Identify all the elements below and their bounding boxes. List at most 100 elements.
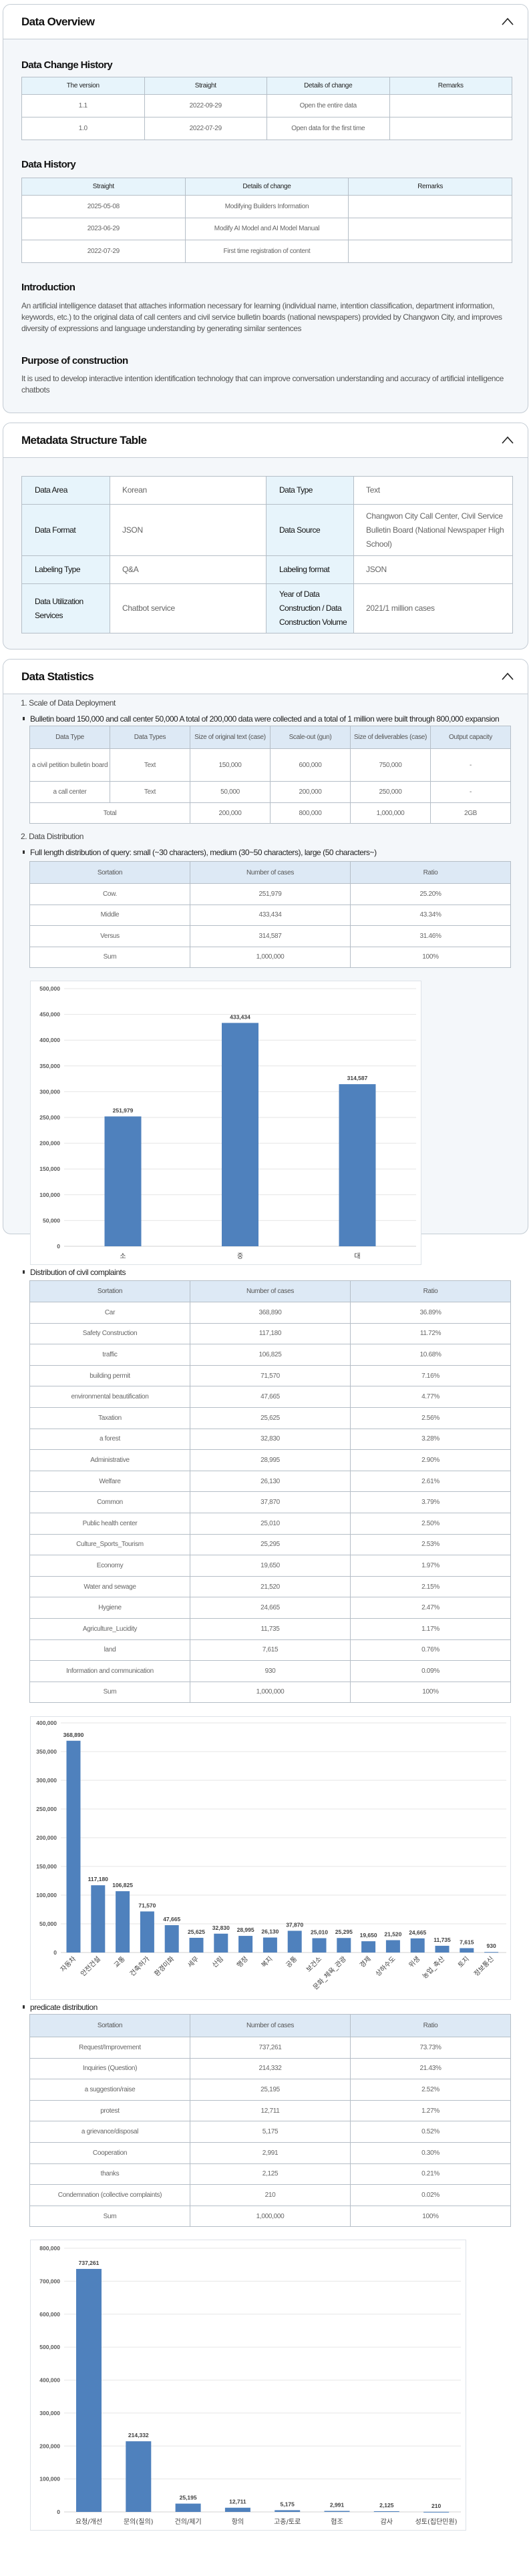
- data-label: 314,587: [347, 1075, 368, 1081]
- column-header: Data Types: [110, 726, 190, 749]
- table-cell: protest: [29, 2099, 190, 2122]
- column-header: Size of deliverables (case): [350, 726, 431, 749]
- table-cell: a suggestion/raise: [29, 2079, 190, 2101]
- y-tick-label: 250,000: [36, 1806, 57, 1812]
- chevron-up-icon[interactable]: [500, 14, 516, 30]
- data-history-heading: Data History: [21, 159, 76, 170]
- x-tick-label: 경제: [358, 1955, 373, 1969]
- scale-table: Data Type Data Types Size of original text…: [29, 726, 511, 824]
- table-cell: Public health center: [29, 1512, 190, 1535]
- table-cell: First time registration of content: [184, 240, 349, 263]
- data-label: 25,195: [180, 2495, 197, 2501]
- table-cell: 0.21%: [350, 2163, 511, 2185]
- table-cell: Common: [29, 1491, 190, 1513]
- table-cell: 24,665: [190, 1597, 351, 1619]
- bar: [116, 1891, 130, 1953]
- bar: [435, 1945, 450, 1953]
- table-row: a call center Text 50,000 200,000 250,000-: [29, 781, 511, 803]
- table-cell: 10.68%: [350, 1344, 511, 1366]
- bar: [373, 2511, 399, 2512]
- bar: [238, 1936, 253, 1953]
- metadata-header[interactable]: Metadata Structure Table: [3, 423, 528, 458]
- table-cell: 0.09%: [350, 1660, 511, 1682]
- data-label: 26,130: [261, 1928, 279, 1935]
- table-row: traffic 106,825 10.68%: [29, 1344, 511, 1366]
- table-row: Administrative 28,995 2.90%: [29, 1449, 511, 1471]
- table-cell: Versus: [29, 925, 190, 947]
- table-cell: building permit: [29, 1364, 190, 1387]
- x-tick-label: 건의/제기: [175, 2518, 202, 2526]
- table-cell: Text: [110, 748, 190, 782]
- bar: [385, 1940, 400, 1953]
- table-cell: 1.0: [21, 117, 145, 140]
- purpose-text: It is used to develop interactive intent…: [21, 374, 504, 395]
- metadata-key: Data Type: [266, 476, 354, 505]
- data-overview-header[interactable]: Data Overview: [3, 5, 528, 39]
- table-row: Hygiene 24,665 2.47%: [29, 1597, 511, 1619]
- total-row: Total 200,000 800,000 1,000,000 2GB: [29, 802, 511, 824]
- x-tick-label: 문의(질의): [124, 2518, 154, 2526]
- data-label: 214,332: [128, 2432, 149, 2438]
- statistics-header[interactable]: Data Statistics: [3, 660, 528, 694]
- table-cell: 100%: [350, 1681, 511, 1704]
- table-cell: 750,000: [350, 748, 431, 782]
- table-cell: 25,295: [190, 1533, 351, 1556]
- table-row: building permit 71,570 7.16%: [29, 1364, 511, 1387]
- bar: [275, 2510, 301, 2512]
- column-header: Number of cases: [190, 2014, 351, 2037]
- table-cell: 100%: [350, 946, 511, 968]
- column-header: Details of change: [267, 77, 390, 95]
- table-cell: 200,000: [270, 781, 351, 803]
- bar: [484, 1952, 499, 1953]
- table-cell: Total: [29, 802, 190, 824]
- bar: [287, 1930, 302, 1953]
- metadata-value: Korean: [110, 476, 267, 505]
- data-label: 2,125: [379, 2502, 394, 2509]
- chevron-up-icon[interactable]: [500, 433, 516, 449]
- table-row: 1.1 2022-09-29 Open the entire data: [21, 94, 512, 117]
- y-tick-label: 100,000: [39, 1192, 60, 1198]
- table-cell: 71,570: [190, 1364, 351, 1387]
- table-cell: 0.52%: [350, 2121, 511, 2143]
- column-header: Size of original text (case): [190, 726, 271, 749]
- table-cell: 11.72%: [350, 1322, 511, 1345]
- introduction-text: An artificial intelligence dataset that …: [21, 301, 502, 333]
- table-cell: [389, 94, 512, 117]
- statistics-body: 1. Scale of Data Deployment Bulletin boa…: [3, 659, 528, 2531]
- data-label: 32,830: [212, 1924, 230, 1931]
- data-label: 37,870: [286, 1921, 303, 1928]
- data-label: 25,295: [335, 1928, 353, 1935]
- table-cell: 25,010: [190, 1512, 351, 1535]
- table-cell: 1,000,000: [190, 2205, 351, 2228]
- bar: [222, 1023, 258, 1246]
- data-label: 28,995: [237, 1926, 254, 1933]
- table-cell: 2025-05-08: [21, 195, 186, 218]
- complaints-bullet: Distribution of civil complaints: [21, 1268, 126, 1277]
- column-header: Data Type: [29, 726, 110, 749]
- table-cell: Condemnation (collective complaints): [29, 2184, 190, 2206]
- x-tick-label: 고충/토로: [274, 2518, 301, 2526]
- y-tick-label: 200,000: [39, 2442, 60, 2449]
- table-row: 2023-06-29 Modify AI Model and AI Model M…: [21, 217, 512, 240]
- table-cell: Culture_Sports_Tourism: [29, 1533, 190, 1556]
- y-tick-label: 450,000: [39, 1011, 60, 1018]
- table-cell: a grievance/disposal: [29, 2121, 190, 2143]
- table-row: Agriculture_Lucidity 11,735 1.17%: [29, 1617, 511, 1640]
- table-cell: -: [430, 781, 511, 803]
- table-cell: 4.77%: [350, 1386, 511, 1408]
- bar: [337, 1938, 351, 1953]
- table-cell: 251,979: [190, 883, 351, 905]
- table-cell: Inquiries (Question): [29, 2057, 190, 2080]
- metadata-key: Data Area: [21, 476, 110, 505]
- metadata-value: JSON: [353, 555, 513, 584]
- y-tick-label: 800,000: [39, 2245, 60, 2252]
- data-label: 5,175: [281, 2501, 295, 2507]
- table-cell: 26,130: [190, 1470, 351, 1493]
- table-cell: 2.90%: [350, 1449, 511, 1471]
- chevron-up-icon[interactable]: [500, 669, 516, 685]
- change-history-table: The version Straight Details of change Rema…: [21, 77, 512, 140]
- column-header: Straight: [21, 178, 186, 196]
- table-cell: [348, 217, 512, 240]
- table-cell: Safety Construction: [29, 1322, 190, 1345]
- chart-canvas: 0 50,000 100,000 150,000 200,000 250,000 300,0…: [39, 985, 416, 1260]
